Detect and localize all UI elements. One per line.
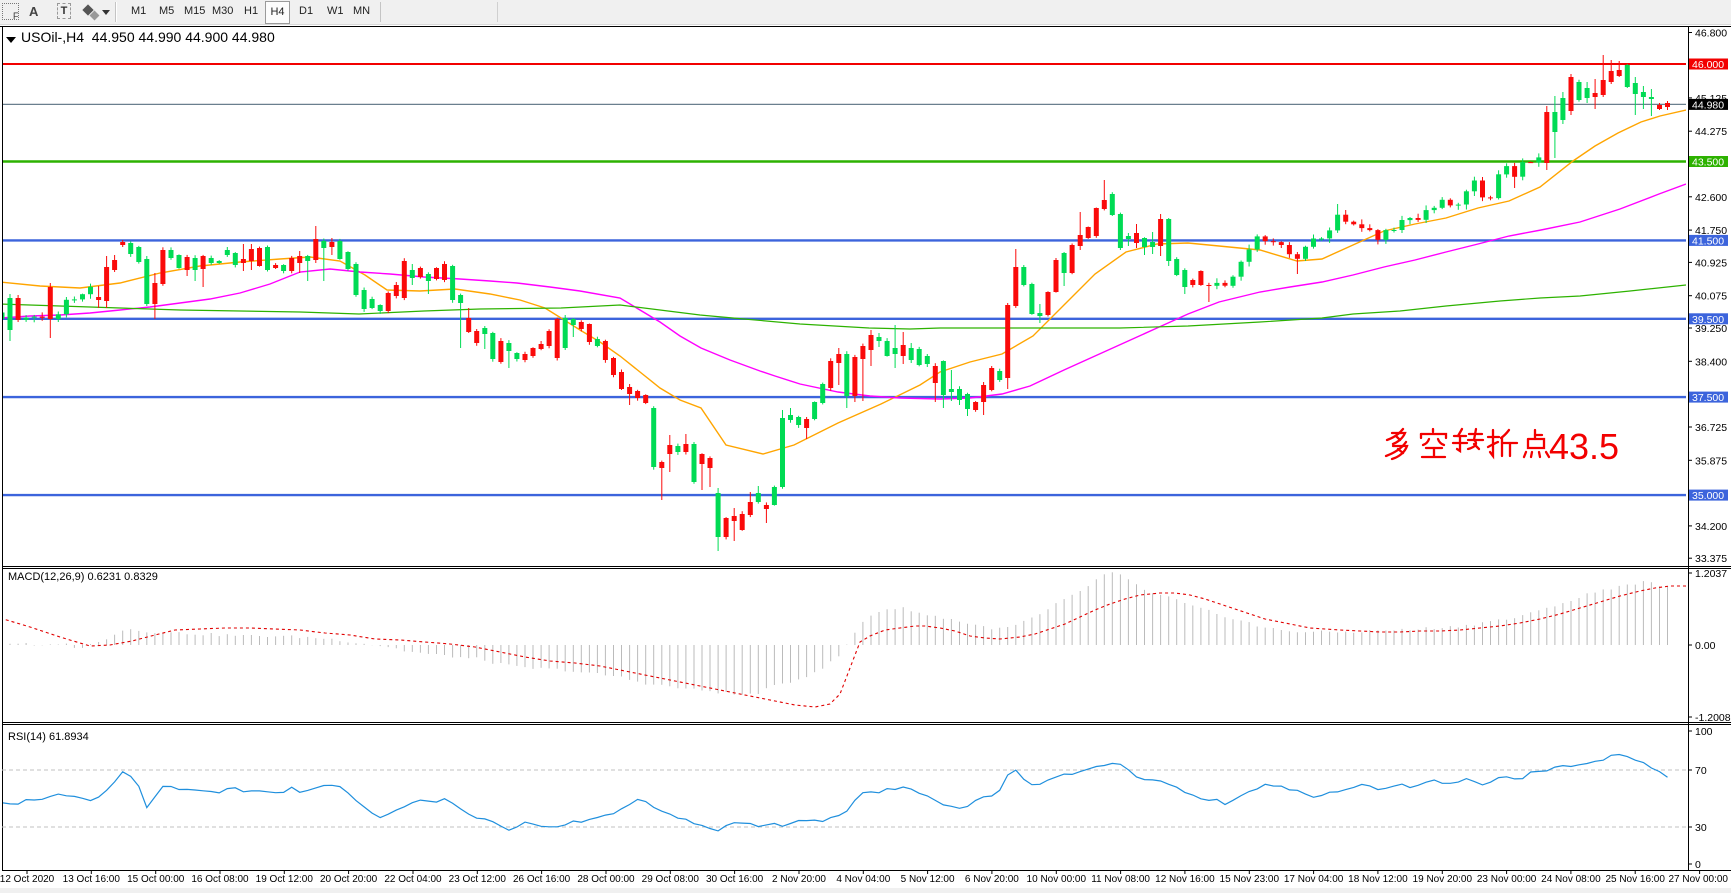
svg-text:6 Nov 20:00: 6 Nov 20:00	[965, 874, 1019, 885]
svg-text:USOil-,H4 44.950 44.990 44.90: USOil-,H4 44.950 44.990 44.900 44.980	[21, 29, 275, 45]
svg-text:24 Nov 08:00: 24 Nov 08:00	[1541, 874, 1601, 885]
svg-text:22 Oct 04:00: 22 Oct 04:00	[384, 874, 442, 885]
svg-text:11 Nov 08:00: 11 Nov 08:00	[1091, 874, 1150, 885]
svg-text:23 Oct 12:00: 23 Oct 12:00	[449, 874, 507, 885]
svg-text:12 Nov 16:00: 12 Nov 16:00	[1155, 874, 1215, 885]
svg-text:26 Oct 16:00: 26 Oct 16:00	[513, 874, 571, 885]
svg-text:40.925: 40.925	[1695, 257, 1727, 269]
svg-text:41.750: 41.750	[1695, 225, 1727, 237]
svg-text:33.375: 33.375	[1695, 553, 1727, 565]
svg-text:17 Nov 04:00: 17 Nov 04:00	[1284, 874, 1344, 885]
svg-text:70: 70	[1695, 765, 1707, 777]
svg-text:23 Nov 00:00: 23 Nov 00:00	[1477, 874, 1537, 885]
svg-text:36.725: 36.725	[1695, 422, 1727, 434]
svg-text:13 Oct 16:00: 13 Oct 16:00	[63, 874, 121, 885]
svg-text:43.5: 43.5	[1549, 426, 1619, 467]
svg-text:35.000: 35.000	[1692, 490, 1724, 502]
svg-text:100: 100	[1695, 726, 1713, 738]
svg-text:19 Nov 20:00: 19 Nov 20:00	[1413, 874, 1473, 885]
svg-text:27 Nov 00:00: 27 Nov 00:00	[1669, 874, 1729, 885]
svg-text:15 Nov 23:00: 15 Nov 23:00	[1220, 874, 1280, 885]
svg-text:MACD(12,26,9) 0.6231 0.8329: MACD(12,26,9) 0.6231 0.8329	[8, 571, 158, 583]
svg-text:15 Oct 00:00: 15 Oct 00:00	[127, 874, 185, 885]
svg-text:41.500: 41.500	[1692, 235, 1724, 247]
svg-text:19 Oct 12:00: 19 Oct 12:00	[256, 874, 314, 885]
svg-text:4 Nov 04:00: 4 Nov 04:00	[836, 874, 890, 885]
svg-text:42.600: 42.600	[1695, 192, 1727, 204]
svg-text:43.500: 43.500	[1692, 157, 1724, 169]
svg-text:44.275: 44.275	[1695, 126, 1727, 138]
svg-text:12 Oct 2020: 12 Oct 2020	[0, 874, 55, 885]
svg-text:40.075: 40.075	[1695, 291, 1727, 303]
svg-text:0: 0	[1695, 859, 1701, 871]
svg-text:46.000: 46.000	[1692, 59, 1724, 71]
svg-text:46.800: 46.800	[1695, 28, 1727, 40]
svg-text:30 Oct 16:00: 30 Oct 16:00	[706, 874, 764, 885]
svg-text:39.500: 39.500	[1692, 314, 1724, 326]
svg-text:39.250: 39.250	[1695, 323, 1727, 335]
svg-text:29 Oct 08:00: 29 Oct 08:00	[642, 874, 700, 885]
svg-text:20 Oct 20:00: 20 Oct 20:00	[320, 874, 378, 885]
svg-text:25 Nov 16:00: 25 Nov 16:00	[1605, 874, 1665, 885]
svg-text:5 Nov 12:00: 5 Nov 12:00	[901, 874, 955, 885]
svg-text:30: 30	[1695, 822, 1707, 834]
svg-text:35.875: 35.875	[1695, 455, 1727, 467]
svg-text:37.500: 37.500	[1692, 392, 1724, 404]
svg-text:2 Nov 20:00: 2 Nov 20:00	[772, 874, 826, 885]
svg-text:RSI(14) 61.8934: RSI(14) 61.8934	[8, 731, 89, 743]
svg-text:10 Nov 00:00: 10 Nov 00:00	[1027, 874, 1087, 885]
svg-text:44.980: 44.980	[1692, 99, 1724, 111]
svg-text:28 Oct 00:00: 28 Oct 00:00	[577, 874, 635, 885]
svg-text:18 Nov 12:00: 18 Nov 12:00	[1348, 874, 1408, 885]
svg-text:34.200: 34.200	[1695, 521, 1727, 533]
svg-text:16 Oct 08:00: 16 Oct 08:00	[191, 874, 249, 885]
svg-text:-1.2008: -1.2008	[1695, 712, 1731, 724]
svg-text:0.00: 0.00	[1695, 640, 1716, 652]
svg-text:1.2037: 1.2037	[1695, 568, 1727, 580]
svg-text:38.400: 38.400	[1695, 356, 1727, 368]
